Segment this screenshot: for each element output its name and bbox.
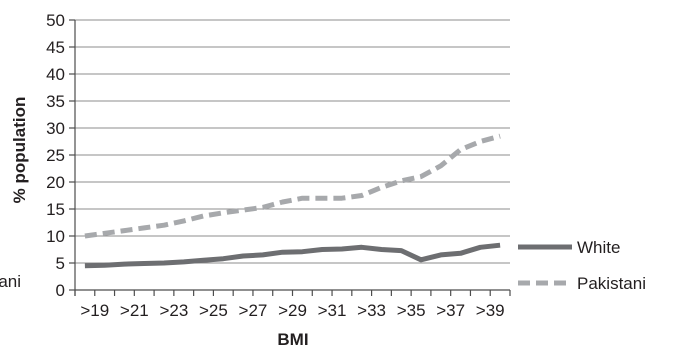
y-tick-label: 10 xyxy=(46,227,65,246)
y-tick-label: 20 xyxy=(46,173,65,192)
x-tick-label: >25 xyxy=(199,301,228,320)
axes xyxy=(74,20,511,296)
x-tick-label: >37 xyxy=(436,301,465,320)
y-tick-label: 45 xyxy=(46,38,65,57)
series-lines xyxy=(84,133,501,269)
x-tick-label: >27 xyxy=(239,301,268,320)
y-tick-label: 5 xyxy=(56,254,65,273)
legend: White Pakistani xyxy=(518,238,646,293)
y-tick-labels: 0 5 10 15 20 25 30 35 40 45 50 xyxy=(46,11,65,300)
cropped-legend-fragment: ani xyxy=(0,272,21,291)
legend-item-white: White xyxy=(518,238,620,257)
x-tick-label: >39 xyxy=(476,301,505,320)
x-tick-label: >21 xyxy=(120,301,149,320)
x-tick-label: >19 xyxy=(80,301,109,320)
series-line-pakistani xyxy=(84,133,501,239)
y-tick-label: 15 xyxy=(46,200,65,219)
y-axis-title: % population xyxy=(10,97,29,204)
y-tick-label: 25 xyxy=(46,146,65,165)
legend-label-white: White xyxy=(577,238,620,257)
x-tick-label: >23 xyxy=(159,301,188,320)
y-tick-label: 50 xyxy=(46,11,65,30)
legend-label-pakistani: Pakistani xyxy=(577,274,646,293)
series-line-white xyxy=(84,242,501,269)
y-tick-label: 30 xyxy=(46,119,65,138)
x-tick-label: >29 xyxy=(278,301,307,320)
y-tick-label: 35 xyxy=(46,92,65,111)
x-tick-labels: >19 >21 >23 >25 >27 >29 >31 >33 >35 >37 >39 xyxy=(80,301,504,320)
y-tick-label: 40 xyxy=(46,65,65,84)
x-tick-label: >33 xyxy=(357,301,386,320)
x-tick-label: >35 xyxy=(397,301,426,320)
legend-item-pakistani: Pakistani xyxy=(518,274,646,293)
y-tick-label: 0 xyxy=(56,281,65,300)
gridlines xyxy=(69,19,510,291)
x-axis-title: BMI xyxy=(277,330,308,349)
x-tick-label: >31 xyxy=(318,301,347,320)
